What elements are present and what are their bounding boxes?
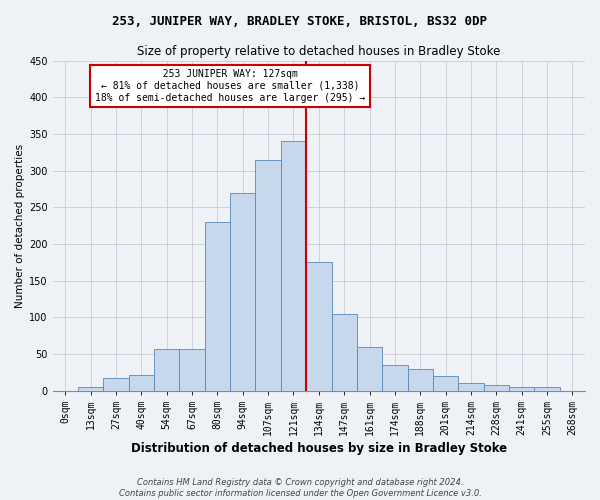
Bar bbox=[509, 387, 535, 391]
Bar bbox=[332, 314, 357, 391]
Bar bbox=[382, 365, 407, 391]
Bar bbox=[205, 222, 230, 391]
Bar bbox=[484, 385, 509, 391]
Bar bbox=[306, 262, 332, 391]
Bar bbox=[154, 349, 179, 391]
Bar bbox=[281, 142, 306, 391]
Bar bbox=[129, 374, 154, 391]
Bar bbox=[256, 160, 281, 391]
Title: Size of property relative to detached houses in Bradley Stoke: Size of property relative to detached ho… bbox=[137, 45, 500, 58]
Text: 253, JUNIPER WAY, BRADLEY STOKE, BRISTOL, BS32 0DP: 253, JUNIPER WAY, BRADLEY STOKE, BRISTOL… bbox=[113, 15, 487, 28]
X-axis label: Distribution of detached houses by size in Bradley Stoke: Distribution of detached houses by size … bbox=[131, 442, 507, 455]
Bar bbox=[230, 192, 256, 391]
Text: 253 JUNIPER WAY: 127sqm  
← 81% of detached houses are smaller (1,338)
18% of se: 253 JUNIPER WAY: 127sqm ← 81% of detache… bbox=[95, 70, 365, 102]
Bar bbox=[433, 376, 458, 391]
Y-axis label: Number of detached properties: Number of detached properties bbox=[15, 144, 25, 308]
Bar bbox=[458, 384, 484, 391]
Bar bbox=[535, 387, 560, 391]
Bar bbox=[357, 346, 382, 391]
Bar bbox=[179, 349, 205, 391]
Bar bbox=[103, 378, 129, 391]
Bar bbox=[407, 369, 433, 391]
Bar bbox=[78, 387, 103, 391]
Text: Contains HM Land Registry data © Crown copyright and database right 2024.
Contai: Contains HM Land Registry data © Crown c… bbox=[119, 478, 481, 498]
